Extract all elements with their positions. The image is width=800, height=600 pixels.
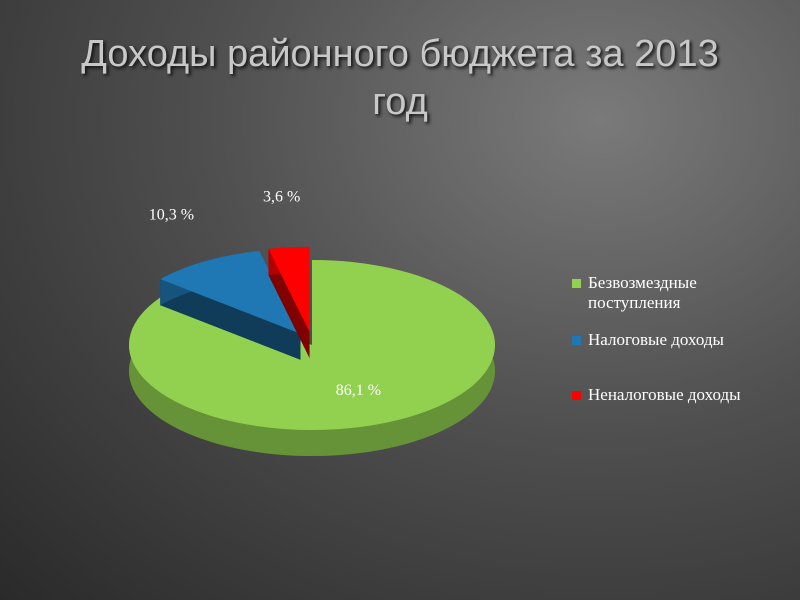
legend-item: Безвозмездные поступления	[572, 273, 782, 313]
chart-title: Доходы районного бюджета за 2013 год	[81, 33, 719, 123]
data-label: 86,1 %	[336, 382, 381, 399]
pie-slice	[268, 246, 310, 332]
legend-swatch	[572, 391, 581, 400]
data-label: 10,3 %	[149, 207, 194, 224]
legend-label: Неналоговые доходы	[588, 385, 741, 404]
data-label: 3,6 %	[263, 189, 300, 206]
legend: Безвозмездные поступления Налоговые доход…	[572, 273, 782, 405]
legend-item: Неналоговые доходы	[572, 385, 782, 405]
legend-swatch	[572, 336, 581, 345]
legend-label: Безвозмездные поступления	[588, 273, 697, 312]
slice-wall	[268, 249, 310, 358]
pie-slice	[160, 250, 301, 334]
legend-swatch	[572, 279, 581, 288]
legend-item: Налоговые доходы	[572, 330, 782, 350]
slice-wall	[160, 279, 301, 360]
legend-label: Налоговые доходы	[588, 330, 724, 349]
pie-slice	[129, 260, 496, 431]
